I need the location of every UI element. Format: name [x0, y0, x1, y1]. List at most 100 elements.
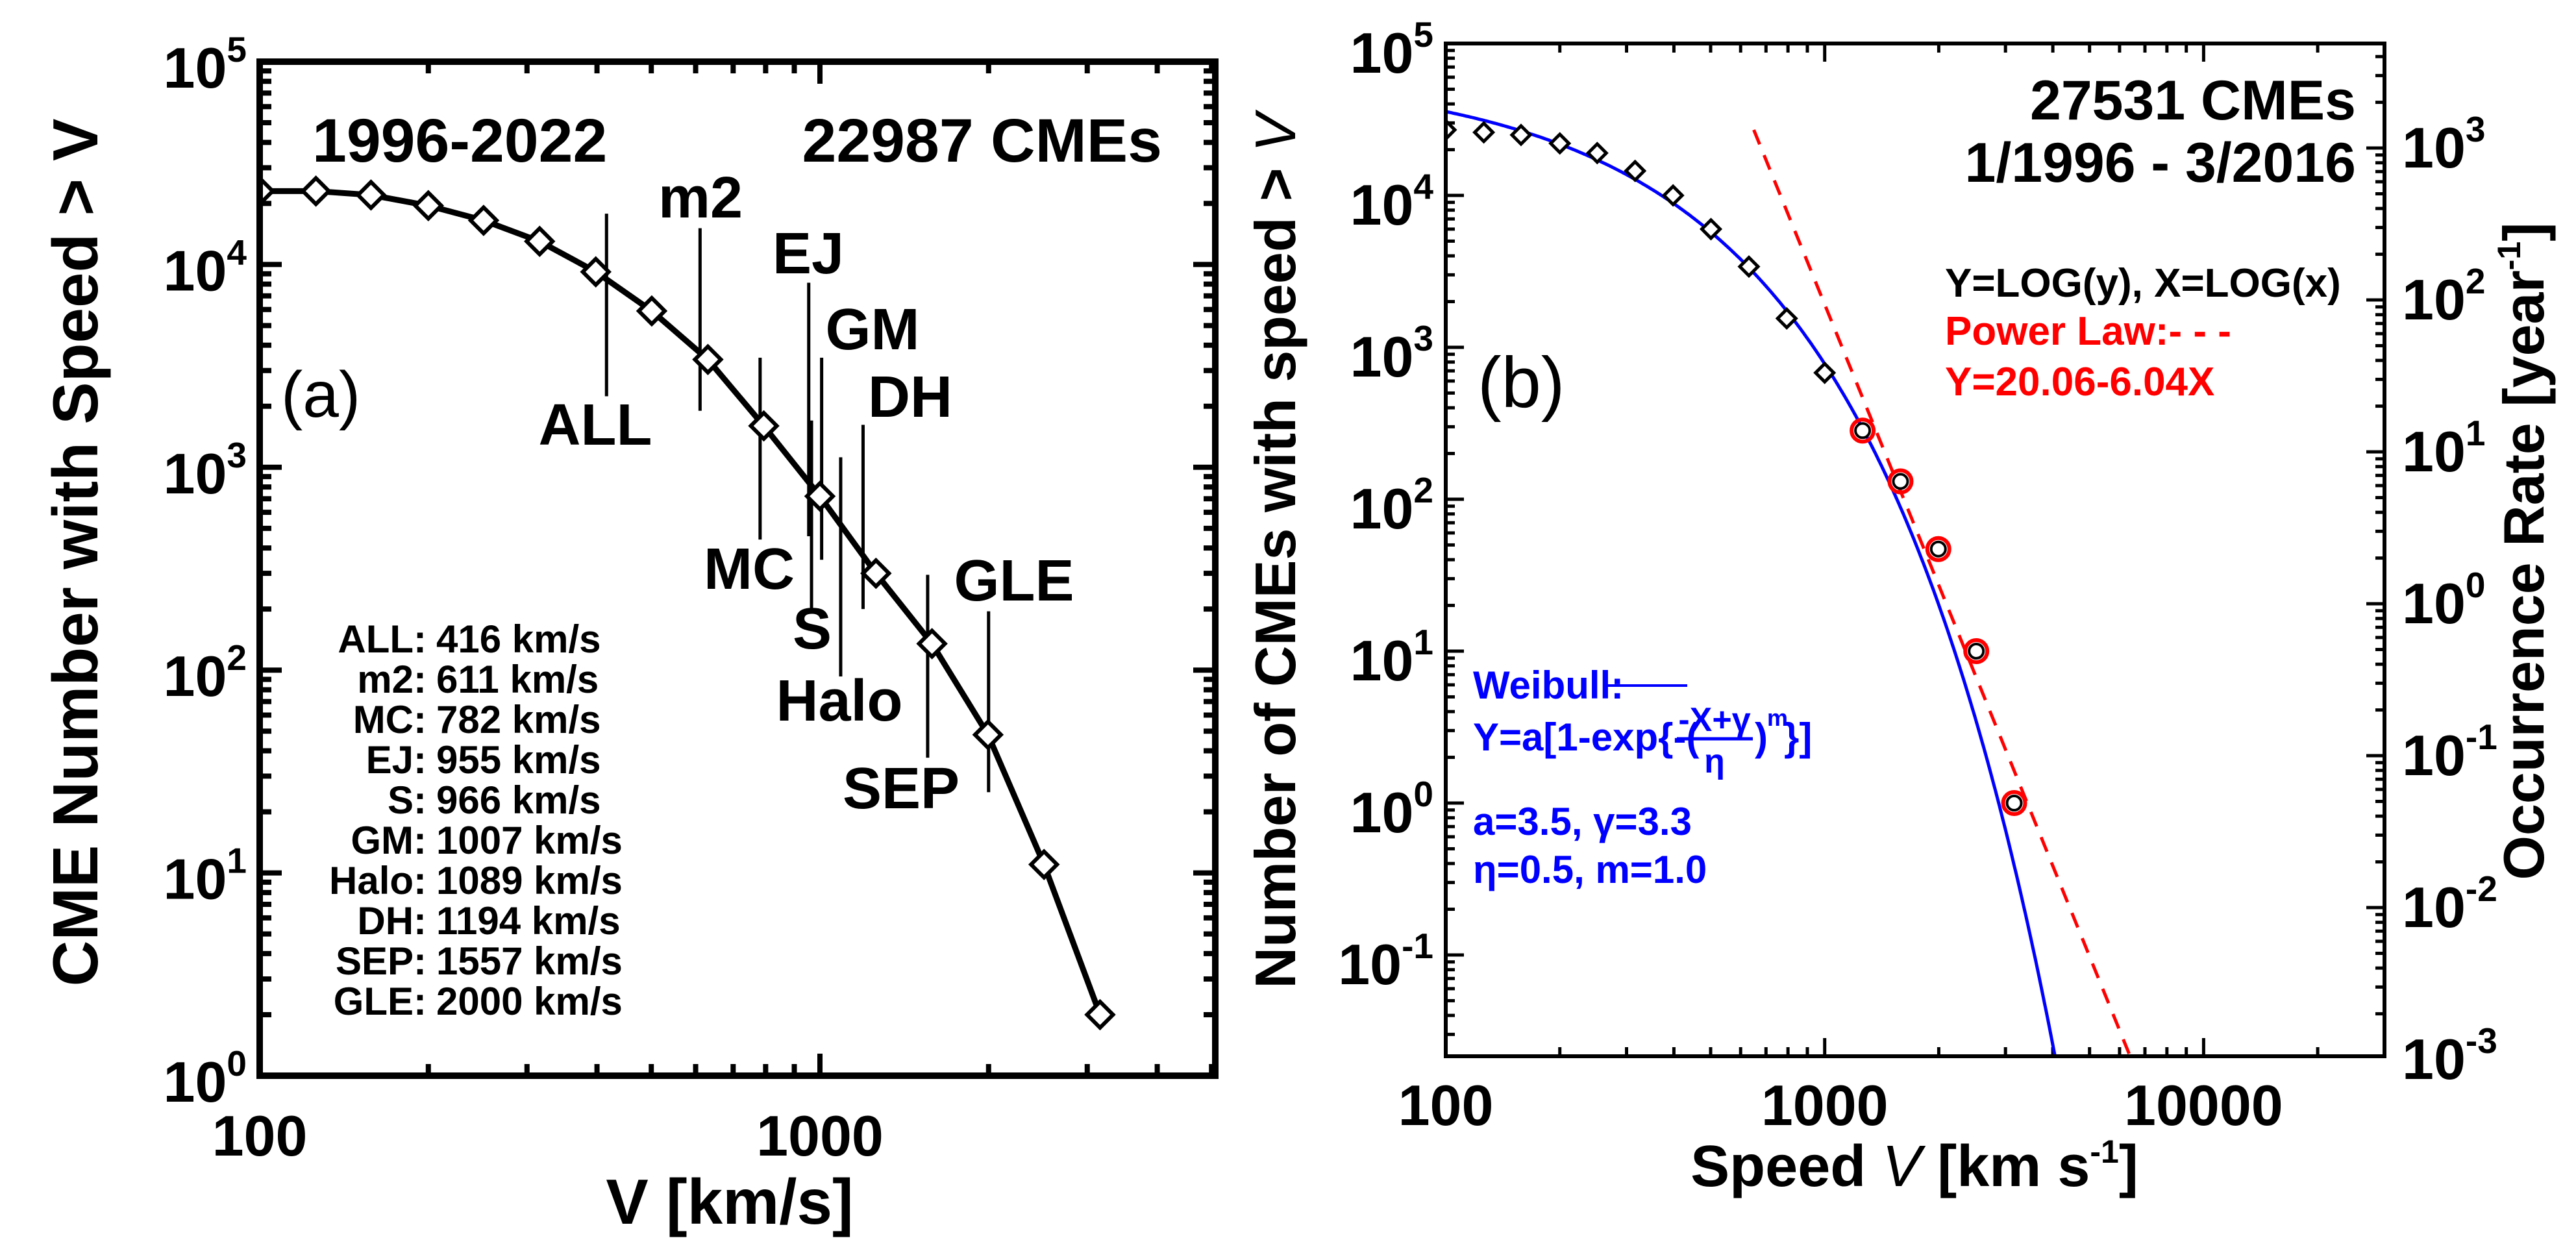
tick-label-base: 10: [2402, 1027, 2466, 1091]
tick-label-base: 10: [1338, 932, 1402, 997]
y-title-variable: V: [1243, 109, 1307, 152]
tick-label-base: 10: [164, 36, 227, 100]
event-label-sep: SEP: [843, 756, 960, 821]
legend-event-name: m2:: [357, 658, 427, 701]
tick-label-exponent: 4: [1413, 166, 1433, 206]
event-label-s: S: [793, 597, 832, 662]
right-y-tick-label: 100: [2402, 565, 2485, 636]
panel-a-event-lines: [604, 214, 991, 793]
event-label-ej: EJ: [773, 221, 844, 286]
weibull-eq-suffix: }]: [1784, 715, 1812, 759]
panel-a-speed-legend: ALL: 416 km/sm2: 611 km/sMC: 782 km/sEJ: 955…: [329, 617, 623, 1023]
data-point-diamond: [355, 179, 387, 211]
data-point-diamond: [916, 628, 948, 660]
legend-event-speed: 2000 km/s: [436, 980, 623, 1023]
data-point-diamond: [523, 225, 556, 258]
tick-label-exponent: 0: [2466, 565, 2486, 605]
panel-a-period: 1996-2022: [312, 106, 607, 175]
y-tick-label: 10-1: [1338, 926, 1433, 997]
tick-label-base: 10: [2402, 267, 2466, 332]
data-point-diamond: [467, 204, 500, 236]
data-point-diamond: [1509, 123, 1533, 147]
tick-label-exponent: 0: [1413, 774, 1433, 814]
tick-label-base: 10: [2402, 116, 2466, 180]
data-point-diamond: [1775, 306, 1798, 330]
right-y-tick-label: 10-2: [2402, 869, 2497, 939]
y-tick-label: 105: [164, 29, 247, 100]
data-point-diamond: [1585, 142, 1609, 165]
panel-a-y-axis-title: CME Number with Speed > V: [40, 119, 111, 987]
data-point-diamond: [300, 175, 332, 207]
tick-label-exponent: 2: [1413, 470, 1433, 510]
y-title-text: Number of CMEs with speed >: [1243, 152, 1307, 988]
x-title-variable: V: [1882, 1134, 1926, 1199]
tick-label-exponent: 5: [227, 29, 247, 69]
legend-event-speed: 611 km/s: [436, 658, 599, 701]
y-tick-label: 102: [1350, 470, 1433, 541]
legend-event-speed: 1194 km/s: [436, 899, 621, 943]
data-point-diamond: [860, 557, 892, 589]
panel-a-count: 22987 CMEs: [802, 106, 1162, 175]
event-label-dh: DH: [868, 365, 952, 430]
right-y-tick-label: 10-3: [2402, 1021, 2497, 1091]
x-title-text: Speed: [1690, 1134, 1882, 1199]
right-y-tick-label: 103: [2402, 109, 2485, 180]
data-point-diamond: [1737, 255, 1761, 279]
right-y-tick-label: 102: [2402, 261, 2485, 332]
panel-b-frame: [1444, 42, 2386, 1058]
tick-label-base: 10: [164, 644, 227, 708]
fit-point-ring: [1850, 417, 1876, 444]
y-tick-label: 104: [164, 232, 247, 303]
weibull-params-1: a=3.5, γ=3.3: [1473, 800, 1692, 843]
data-point-circle: [1968, 643, 1985, 660]
tick-label-base: 10: [1350, 477, 1414, 541]
panel-b-fit-note: Y=LOG(y), X=LOG(x): [1945, 261, 2341, 306]
panel-b-label: (b): [1478, 343, 1565, 423]
data-point-diamond: [692, 343, 724, 376]
data-point-diamond: [1624, 159, 1647, 182]
tick-label-base: 10: [2402, 419, 2466, 484]
weibull-params-2: η=0.5, m=1.0: [1473, 848, 1707, 891]
data-point-diamond: [1548, 132, 1572, 155]
panel-a-x-tick-labels: 100 1000: [212, 1104, 884, 1168]
data-point-circle: [1929, 540, 1947, 558]
power-law-legend-line: - - -: [2169, 309, 2231, 354]
data-point-circle: [2005, 795, 2023, 811]
tick-label-base: 10: [2402, 723, 2466, 787]
x-title-close: ]: [2119, 1134, 2138, 1199]
data-point-diamond: [972, 719, 1004, 751]
y-tick-label: 102: [164, 638, 247, 708]
y-tick-label: 103: [1350, 318, 1433, 389]
legend-event-speed: 966 km/s: [436, 778, 601, 822]
legend-event-name: GLE:: [334, 980, 427, 1023]
data-point-diamond: [1472, 121, 1496, 144]
panel-a-series: [260, 175, 1116, 1031]
right-y-title-exponent: -1: [2491, 242, 2527, 270]
tick-label-exponent: -1: [1402, 926, 1433, 966]
right-y-title-close: ]: [2492, 223, 2556, 242]
data-point-diamond: [412, 190, 445, 222]
panel-b-x-tick-labels: 100 1000 10000: [1398, 1073, 2283, 1137]
fit-point-ring: [1925, 536, 1951, 562]
panel-b-period: 1/1996 - 3/2016: [1964, 132, 2356, 194]
y-tick-label: 101: [164, 841, 247, 911]
legend-event-name: SEP:: [336, 939, 427, 983]
panel-b-series: [1446, 110, 2132, 1056]
tick-label-exponent: 1: [1413, 622, 1433, 662]
event-label-m2: m2: [658, 166, 743, 230]
tick-label-base: 10: [164, 441, 227, 506]
panel-b-y-axis-title: Number of CMEs with speed > V: [1243, 109, 1307, 988]
tick-label-exponent: 3: [227, 435, 247, 475]
weibull-label: Weibull:: [1473, 663, 1624, 707]
tick-label-exponent: 4: [227, 232, 247, 272]
x-tick-label: 1000: [756, 1104, 884, 1168]
weibull-eq-numerator: -X+γ: [1678, 701, 1750, 739]
data-point-diamond: [1446, 118, 1457, 142]
power-law-fit-line: [1752, 129, 2132, 1056]
x-tick-label: 100: [212, 1104, 308, 1168]
